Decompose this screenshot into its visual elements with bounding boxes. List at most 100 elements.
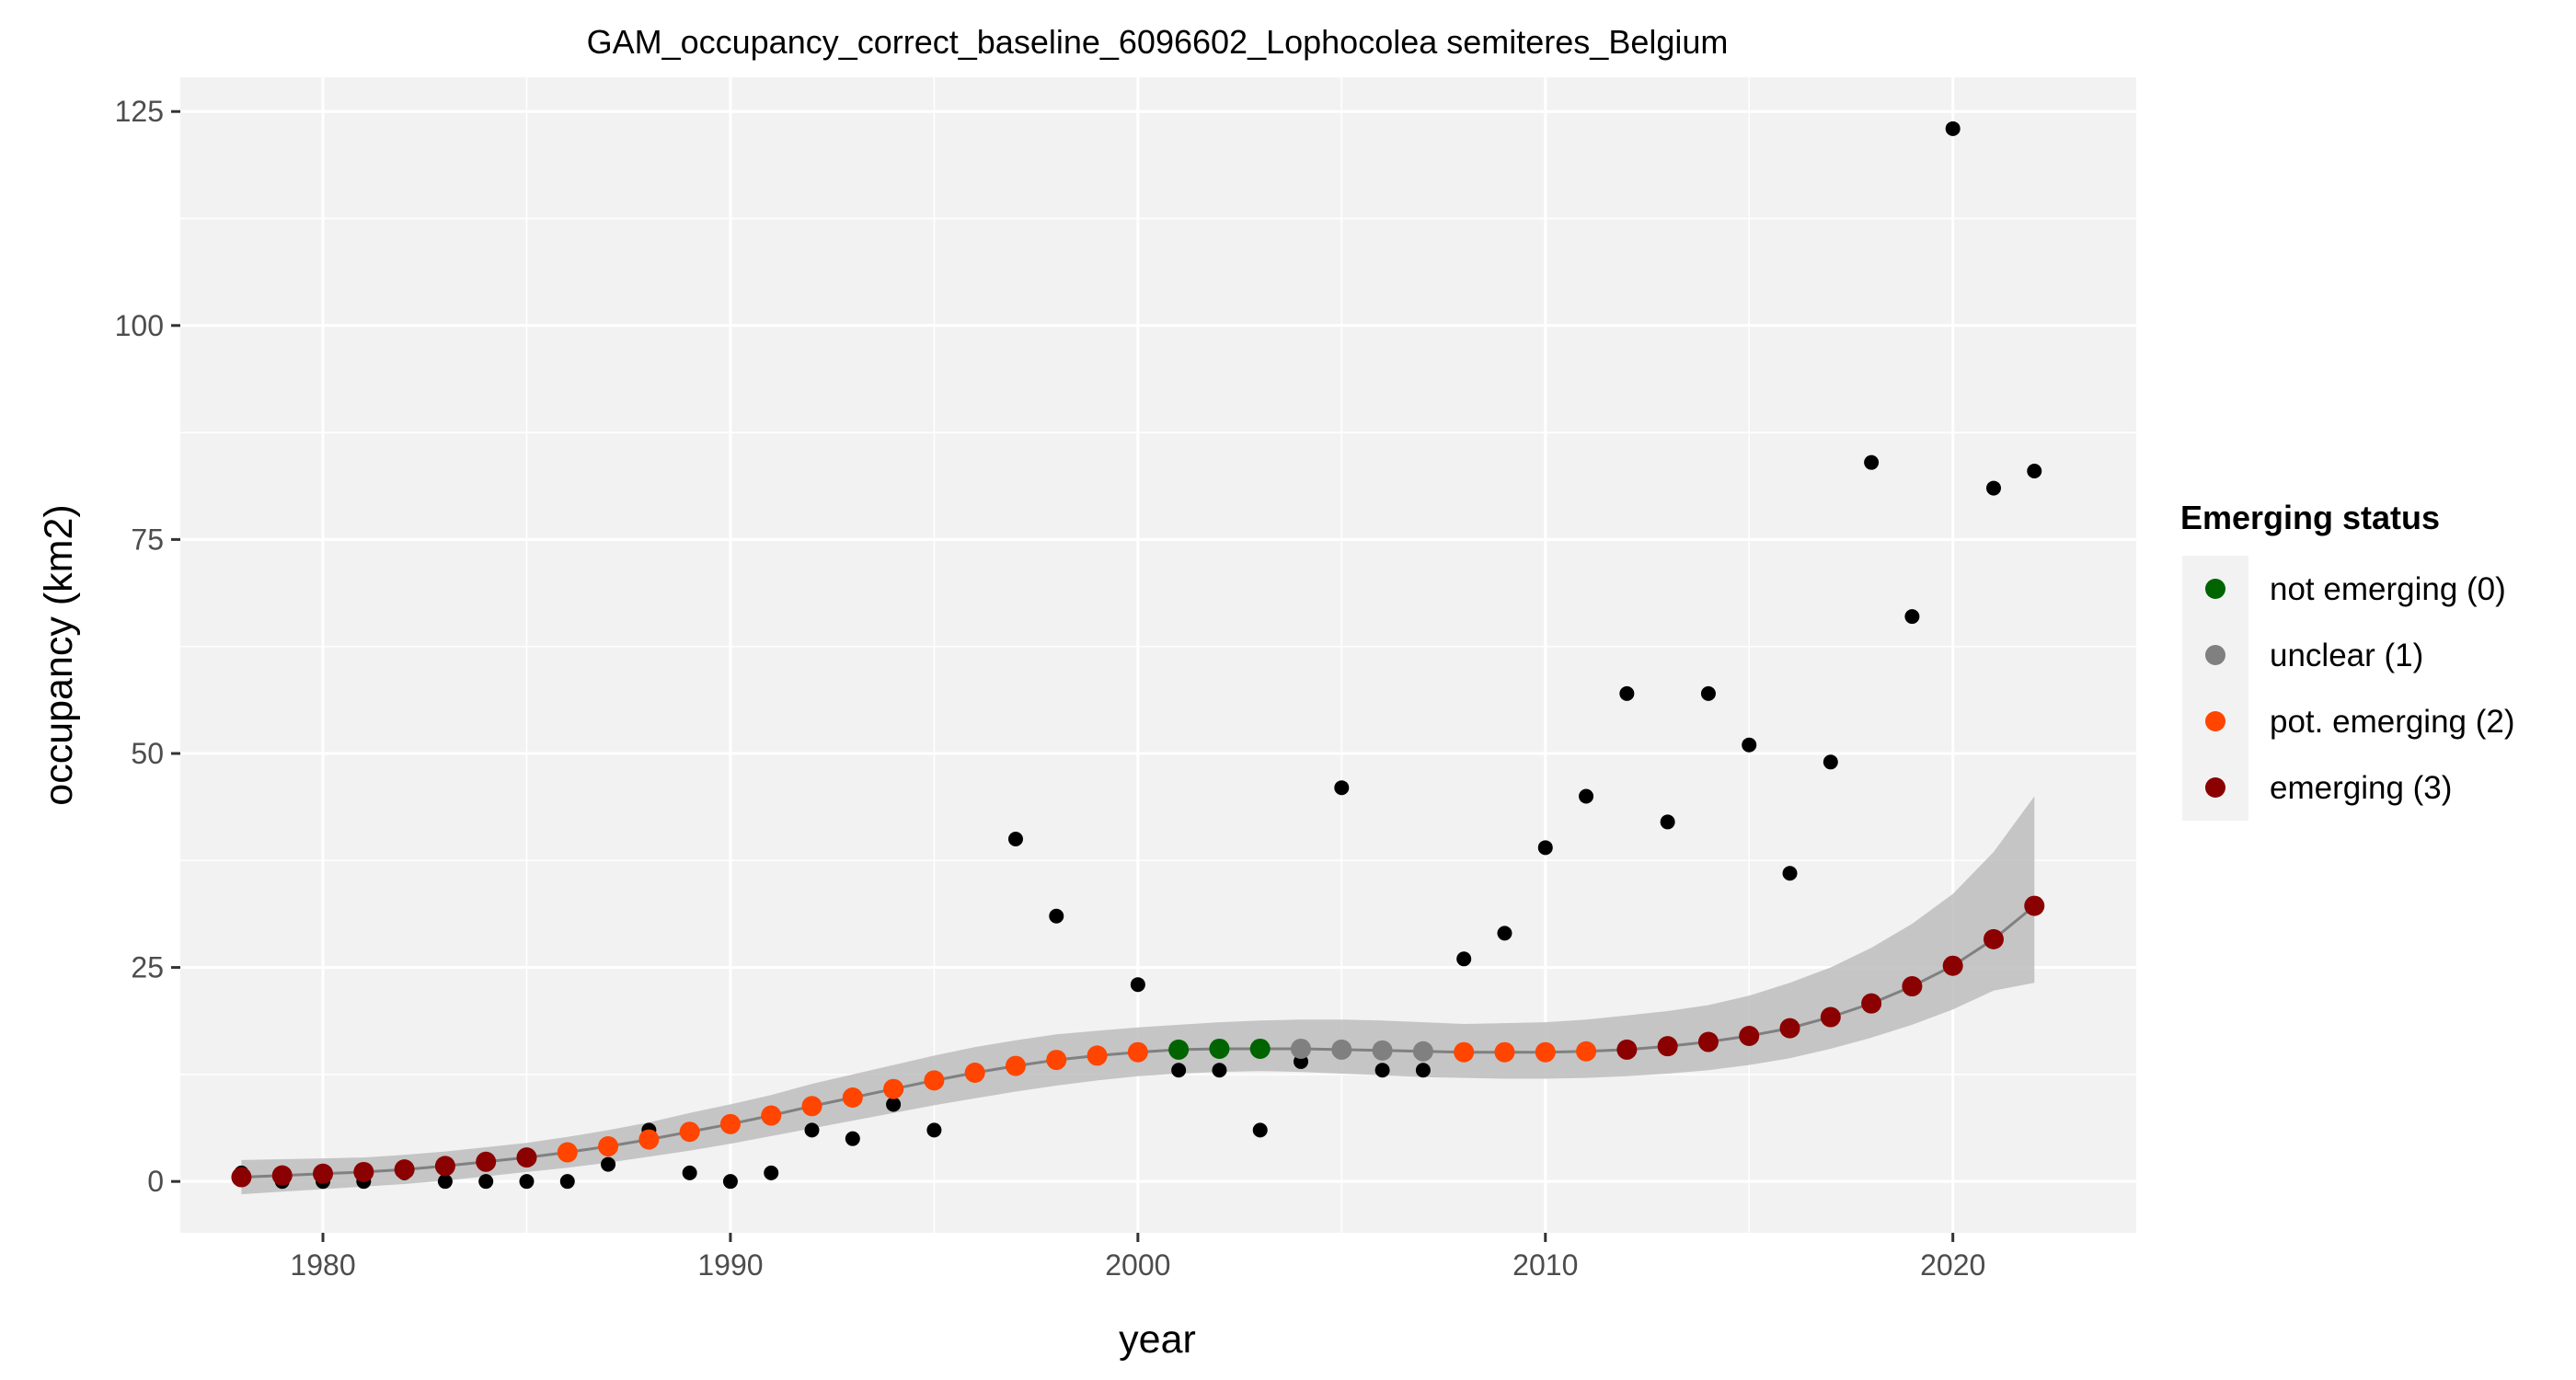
confidence-band (241, 796, 2035, 1195)
x-tick-label: 2010 (1512, 1248, 1578, 1282)
observed-point (519, 1174, 535, 1190)
fitted-point (761, 1105, 782, 1126)
observed-point (1700, 685, 1716, 701)
observed-point (1537, 840, 1553, 856)
observed-point (1619, 685, 1635, 701)
fitted-point (516, 1147, 537, 1168)
fitted-point (1657, 1036, 1678, 1057)
observed-point (1049, 908, 1064, 924)
observed-point (1904, 609, 1920, 625)
fitted-point (1046, 1050, 1067, 1071)
legend-label: emerging (3) (2270, 770, 2452, 806)
fitted-point (313, 1163, 334, 1184)
observed-point (764, 1165, 779, 1180)
observed-point (1374, 1063, 1390, 1078)
observed-point (722, 1174, 738, 1190)
fitted-point (1494, 1041, 1515, 1063)
fitted-point (1535, 1041, 1556, 1063)
x-tick-label: 2020 (1920, 1248, 1985, 1282)
observed-point (2027, 463, 2042, 478)
observed-point (1007, 832, 1023, 847)
fitted-point (394, 1159, 415, 1180)
plot-panel (180, 77, 2136, 1233)
fitted-point (1697, 1031, 1719, 1052)
observed-point (1497, 926, 1512, 941)
fitted-point (476, 1151, 497, 1172)
observed-point (1579, 788, 1594, 804)
x-axis-title: year (1119, 1317, 1196, 1362)
fitted-point (1820, 1006, 1841, 1028)
legend-key-marker (2205, 711, 2225, 731)
fitted-point (1779, 1018, 1800, 1039)
observed-point (1171, 1063, 1187, 1078)
legend-items: not emerging (0) unclear (1) pot. emerging… (2205, 571, 2515, 806)
y-axis-title: occupancy (km2) (37, 504, 81, 805)
fitted-points (231, 895, 2045, 1188)
fitted-point (638, 1129, 660, 1150)
fitted-point (1005, 1055, 1026, 1076)
x-tick-label: 1990 (697, 1248, 763, 1282)
fitted-point (231, 1167, 252, 1188)
legend-key-marker (2205, 645, 2225, 665)
observed-point (886, 1097, 902, 1112)
y-tick-label: 25 (131, 951, 164, 984)
observed-point (437, 1174, 453, 1190)
fitted-point (1454, 1041, 1475, 1063)
fitted-point (557, 1142, 578, 1163)
fitted-point (598, 1136, 619, 1157)
fitted-point (271, 1165, 293, 1186)
fitted-point (842, 1087, 863, 1109)
fitted-point (924, 1070, 945, 1091)
legend-key-marker (2205, 777, 2225, 798)
y-tick-label: 100 (115, 309, 164, 342)
fitted-point (353, 1161, 374, 1182)
observed-point (1945, 121, 1961, 136)
fitted-point (1861, 993, 1882, 1014)
fitted-point (1372, 1040, 1393, 1061)
fitted-point (883, 1078, 904, 1099)
fitted-point (1291, 1038, 1312, 1059)
fitted-point (1739, 1026, 1760, 1047)
legend-label: unclear (1) (2270, 638, 2423, 673)
legend: Emerging status not emerging (0) unclear … (2180, 499, 2515, 821)
fitted-point (679, 1121, 700, 1143)
legend-title: Emerging status (2180, 499, 2440, 536)
confidence-ribbon (241, 796, 2035, 1195)
axes: 1980 1990 2000 2010 2020 0 25 50 75 100 125 (115, 95, 1986, 1282)
legend-key-marker (2205, 579, 2225, 599)
fitted-point (1616, 1039, 1638, 1060)
fitted-point (1331, 1039, 1352, 1060)
observed-point (1334, 780, 1350, 796)
fitted-point (719, 1113, 741, 1134)
fitted-point (434, 1156, 455, 1177)
observed-point (478, 1174, 494, 1190)
fitted-point (1576, 1041, 1597, 1062)
fitted-point (1942, 955, 1963, 976)
x-tick-label: 1980 (290, 1248, 355, 1282)
chart-title: GAM_occupancy_correct_baseline_6096602_L… (587, 23, 1729, 61)
fitted-point (801, 1096, 822, 1117)
fitted-point (1209, 1038, 1230, 1059)
fitted-point (964, 1063, 985, 1084)
fitted-point (1127, 1041, 1148, 1063)
observed-point (1130, 977, 1145, 993)
legend-label: not emerging (0) (2270, 571, 2506, 607)
observed-point (559, 1174, 575, 1190)
observed-point (1456, 951, 1472, 967)
x-tick-label: 2000 (1105, 1248, 1170, 1282)
observed-point (1782, 866, 1798, 881)
fitted-point (1902, 976, 1923, 997)
observed-point (682, 1165, 697, 1180)
fitted-point (1168, 1039, 1190, 1060)
y-tick-label: 50 (131, 737, 164, 770)
observed-point (1415, 1063, 1431, 1078)
y-tick-label: 0 (147, 1165, 164, 1198)
observed-point (1212, 1063, 1227, 1078)
y-tick-label: 75 (131, 523, 164, 556)
observed-point (804, 1122, 820, 1138)
observed-point (1823, 754, 1838, 770)
fitted-point (2024, 895, 2045, 916)
observed-point (1742, 737, 1757, 753)
grid-lines (180, 77, 2136, 1233)
